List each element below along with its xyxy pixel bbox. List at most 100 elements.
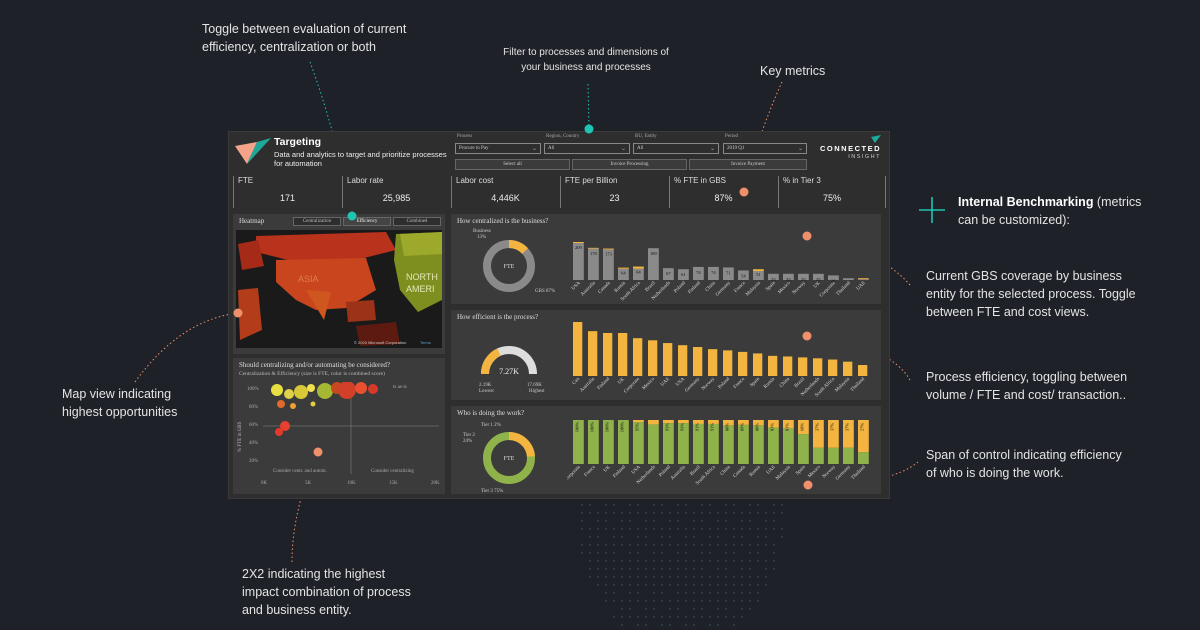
- decor-dot: [693, 592, 695, 594]
- decor-dot: [709, 512, 711, 514]
- kpi-label: Labor cost: [456, 176, 494, 185]
- decor-dot: [621, 576, 623, 578]
- toggle-efficiency[interactable]: Efficiency: [343, 217, 391, 226]
- category-label: Australia: [580, 376, 597, 393]
- category-label: Canada: [733, 464, 748, 479]
- invoice-processing-button[interactable]: Invoice Processing: [572, 159, 687, 170]
- category-label: Canada: [598, 280, 613, 295]
- bar-tier-3: [678, 423, 689, 464]
- bar-tier-2: [768, 420, 779, 428]
- centralized-bar-chart[interactable]: 209USA178Australia173Canada64Russia64Sou…: [567, 216, 877, 304]
- decor-dot: [717, 520, 719, 522]
- decor-dot: [661, 504, 663, 506]
- decor-dot: [733, 552, 735, 554]
- data-label: 64: [621, 271, 626, 276]
- filter-period[interactable]: 2019 Q1 ⌄: [723, 143, 807, 154]
- decor-dot: [581, 528, 583, 530]
- bar-tier-3: [813, 447, 824, 464]
- decor-dot: [653, 592, 655, 594]
- efficiency-gauge[interactable]: 7.27K 2.19K Lowest 17.69K Highest: [457, 320, 567, 400]
- decor-dot: [645, 520, 647, 522]
- decor-dot: [725, 512, 727, 514]
- map-region-canada: [400, 232, 442, 256]
- kpi-labor-rate: Labor rate 25,985: [342, 176, 450, 208]
- decor-dot: [765, 560, 767, 562]
- bar-gbs: [798, 273, 809, 280]
- category-label: France: [733, 376, 747, 390]
- decor-dot: [669, 600, 671, 602]
- decor-dot: [637, 552, 639, 554]
- callout-map: Map view indicating highest opportunitie…: [62, 387, 178, 419]
- decor-dot: [597, 560, 599, 562]
- decor-dot: [765, 576, 767, 578]
- scatter-title: Should centralizing and/or automating be…: [239, 361, 391, 369]
- scatter-point: [338, 382, 356, 399]
- data-label: 100%: [604, 422, 609, 433]
- decor-dot: [733, 576, 735, 578]
- decor-dot: [757, 528, 759, 530]
- scatter-xtick: 0K: [261, 481, 268, 486]
- data-label: 91%: [709, 423, 714, 432]
- decor-dot: [653, 520, 655, 522]
- decor-dot: [717, 568, 719, 570]
- bar: [723, 350, 733, 376]
- decor-dot: [613, 600, 615, 602]
- scatter-xtick: 20K: [431, 481, 440, 486]
- bar-business: [573, 242, 584, 244]
- filter-label-bu: BU, Entity: [635, 134, 657, 139]
- decor-dot: [629, 576, 631, 578]
- decor-dot: [749, 560, 751, 562]
- decor-dot: [685, 584, 687, 586]
- decor-dot: [653, 560, 655, 562]
- data-label: 93%: [664, 423, 669, 432]
- toggle-centralization[interactable]: Centralization: [293, 217, 341, 226]
- select-all-button[interactable]: Select all: [455, 159, 570, 170]
- bar-tier-2: [843, 420, 854, 448]
- decor-dot: [589, 560, 591, 562]
- filter-region[interactable]: All ⌄: [544, 143, 630, 154]
- decor-dot: [621, 624, 623, 626]
- callout-toggle: Toggle between evaluation of current eff…: [202, 22, 407, 54]
- data-label: 68%: [799, 423, 804, 432]
- filter-bu-value: All: [637, 146, 644, 151]
- who-bar-chart[interactable]: 100% Corporate 100% France 100% UK 100% Finland…: [567, 408, 877, 494]
- decor-dot: [669, 568, 671, 570]
- decor-dot: [645, 616, 647, 618]
- bar: [858, 365, 868, 376]
- bar-gbs: [813, 273, 824, 280]
- decor-dot: [725, 560, 727, 562]
- decor-dot: [685, 568, 687, 570]
- decor-dot: [605, 528, 607, 530]
- kpi-value: 171: [279, 193, 296, 203]
- decor-dot: [661, 592, 663, 594]
- callout-2x2: 2X2 indicating the highest impact combin…: [242, 567, 411, 617]
- decor-dot: [637, 560, 639, 562]
- decor-dot: [701, 552, 703, 554]
- filter-label-period: Period: [725, 134, 739, 139]
- invoice-payment-button[interactable]: Invoice Payment: [689, 159, 807, 170]
- decor-dot: [629, 560, 631, 562]
- centralized-donut[interactable]: FTE Business 13% GBS 87%: [457, 224, 567, 304]
- category-label: Australia: [670, 464, 687, 481]
- decor-dot: [725, 552, 727, 554]
- scatter-ylabel: % FTE in GBS: [238, 421, 243, 452]
- who-donut[interactable]: FTE Tier 1 2% Tier 2 24% Tier 3 75%: [457, 416, 567, 496]
- heatmap-panel: Heatmap Centralization Efficiency Combin…: [233, 214, 445, 354]
- scatter-chart[interactable]: % FTE in GBS 100% 80% 60% 40% 20% 0K 5K …: [233, 382, 445, 494]
- filter-bu[interactable]: All ⌄: [633, 143, 719, 154]
- filter-process[interactable]: Procure to Pay ⌄: [455, 143, 541, 154]
- decor-dot: [749, 584, 751, 586]
- decor-dot: [685, 600, 687, 602]
- category-label: Mexico: [807, 465, 822, 480]
- decor-dot: [725, 600, 727, 602]
- decor-dot: [661, 536, 663, 538]
- toggle-combined[interactable]: Combined: [393, 217, 441, 226]
- bar-gbs: [783, 273, 794, 280]
- category-label: Corporate: [819, 280, 837, 298]
- decor-dot: [653, 568, 655, 570]
- category-label: Malaysia: [835, 376, 852, 393]
- category-label: UAE: [856, 281, 867, 292]
- decor-dot: [693, 576, 695, 578]
- world-map[interactable]: ASIA NORTH AMERI © 2020 Microsoft Corpor…: [236, 230, 442, 348]
